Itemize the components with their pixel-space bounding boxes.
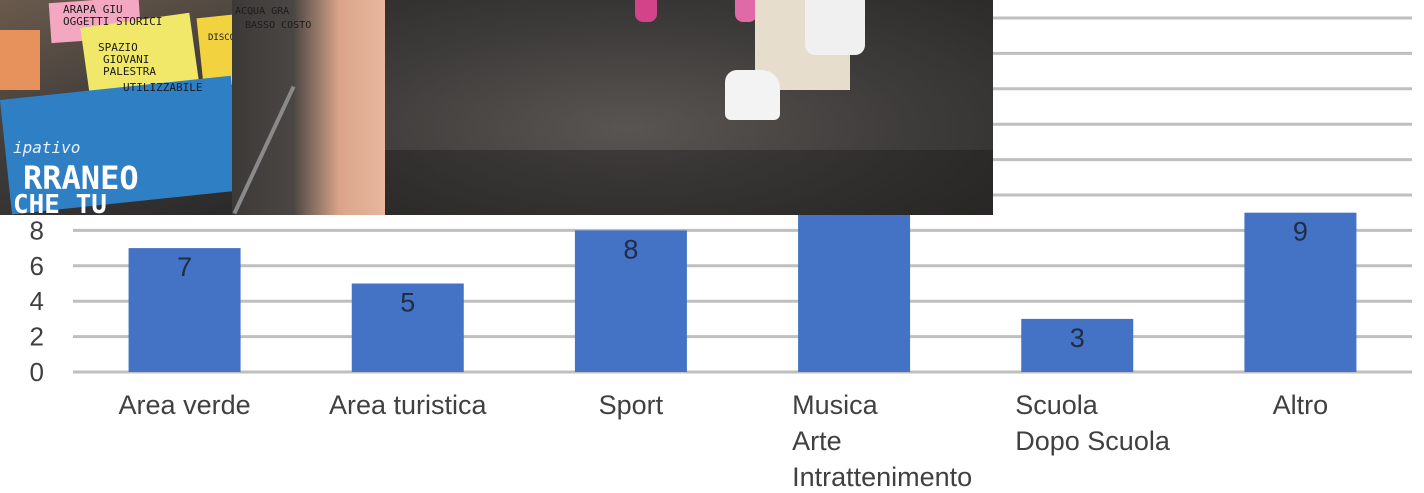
x-category-label: Musica [792, 390, 879, 420]
note-text: SPAZIO [98, 41, 138, 54]
y-tick-label: 0 [30, 357, 44, 387]
note-text: BASSO COSTO [245, 20, 312, 31]
x-category-label: Scuola [1015, 390, 1099, 420]
bar [1244, 212, 1357, 372]
x-category-label: Altro [1273, 390, 1329, 420]
y-tick-label: 6 [30, 251, 44, 281]
x-category-label: Intrattenimento [792, 462, 972, 492]
bar [128, 248, 241, 372]
x-category-label: Area verde [119, 390, 251, 420]
banner-text: CHE TU [13, 190, 107, 215]
x-category-label: Dopo Scuola [1015, 426, 1171, 456]
x-category-label: Area turistica [329, 390, 488, 420]
x-category-label: Arte [792, 426, 842, 456]
bar-value-label: 3 [1070, 323, 1085, 353]
bar-value-label: 9 [1293, 217, 1308, 247]
note-text: GIOVANI [103, 53, 150, 66]
street-photo [385, 0, 993, 215]
y-tick-label: 4 [30, 286, 44, 316]
sticky-notes-photo: ARAPA GIU OGGETTI STORICI SPAZIO GIOVANI… [0, 0, 232, 215]
x-axis-categories: Area verde Area turistica Sport Musica Arte I… [119, 390, 1329, 492]
note-text: ARAPA GIU [63, 3, 123, 16]
bar [1021, 318, 1134, 372]
note-text: PALESTRA [103, 65, 156, 78]
note-text: OGGETTI STORICI [63, 15, 163, 28]
bar [574, 230, 687, 372]
bar-value-label: 5 [400, 288, 415, 318]
note-text: DISCO [208, 33, 232, 43]
y-tick-label: 2 [30, 322, 44, 352]
bar-value-label: 7 [177, 252, 192, 282]
bar [351, 283, 464, 372]
banner-text: ipativo [13, 138, 81, 157]
x-category-label: Sport [599, 390, 664, 420]
photo-strip: ACQUA GRA BASSO COSTO [232, 0, 385, 215]
note-text: ACQUA GRA [235, 6, 290, 17]
note-text: UTILIZZABILE [123, 81, 203, 94]
y-tick-label: 8 [30, 215, 44, 245]
banner-text: RRANEO [23, 159, 139, 197]
bar-value-label: 8 [623, 234, 638, 264]
